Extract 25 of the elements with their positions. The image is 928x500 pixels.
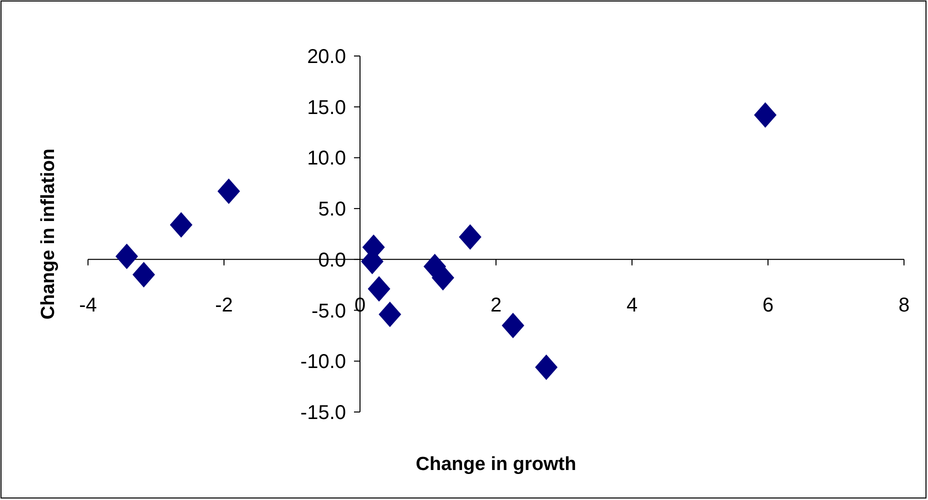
y-tick-label: -15.0 (300, 402, 346, 424)
x-axis-title: Change in growth (416, 454, 576, 475)
point (502, 312, 524, 338)
y-tick-label: -10.0 (300, 351, 346, 374)
y-tick-label: 20.0 (307, 46, 346, 68)
point (132, 262, 156, 288)
point (116, 244, 138, 270)
x-tick-label: -4 (79, 294, 97, 316)
y-tick-label: 15.0 (307, 96, 346, 119)
point (458, 224, 482, 250)
point (754, 102, 777, 128)
y-tick-label: 5.0 (318, 198, 346, 221)
point (218, 178, 240, 204)
point (535, 354, 558, 380)
point (378, 302, 402, 328)
x-tick-label: 2 (490, 294, 502, 316)
x-tick-label: 6 (762, 294, 774, 316)
point (368, 276, 390, 302)
y-axis-title: Change in inflation (38, 148, 59, 320)
x-tick-label: -2 (215, 294, 233, 316)
x-tick-label: 8 (898, 294, 910, 316)
point (170, 212, 192, 238)
y-tick-label: 10.0 (307, 148, 346, 170)
y-tick-label: -5.0 (312, 300, 346, 322)
x-tick-label: 4 (626, 294, 638, 316)
